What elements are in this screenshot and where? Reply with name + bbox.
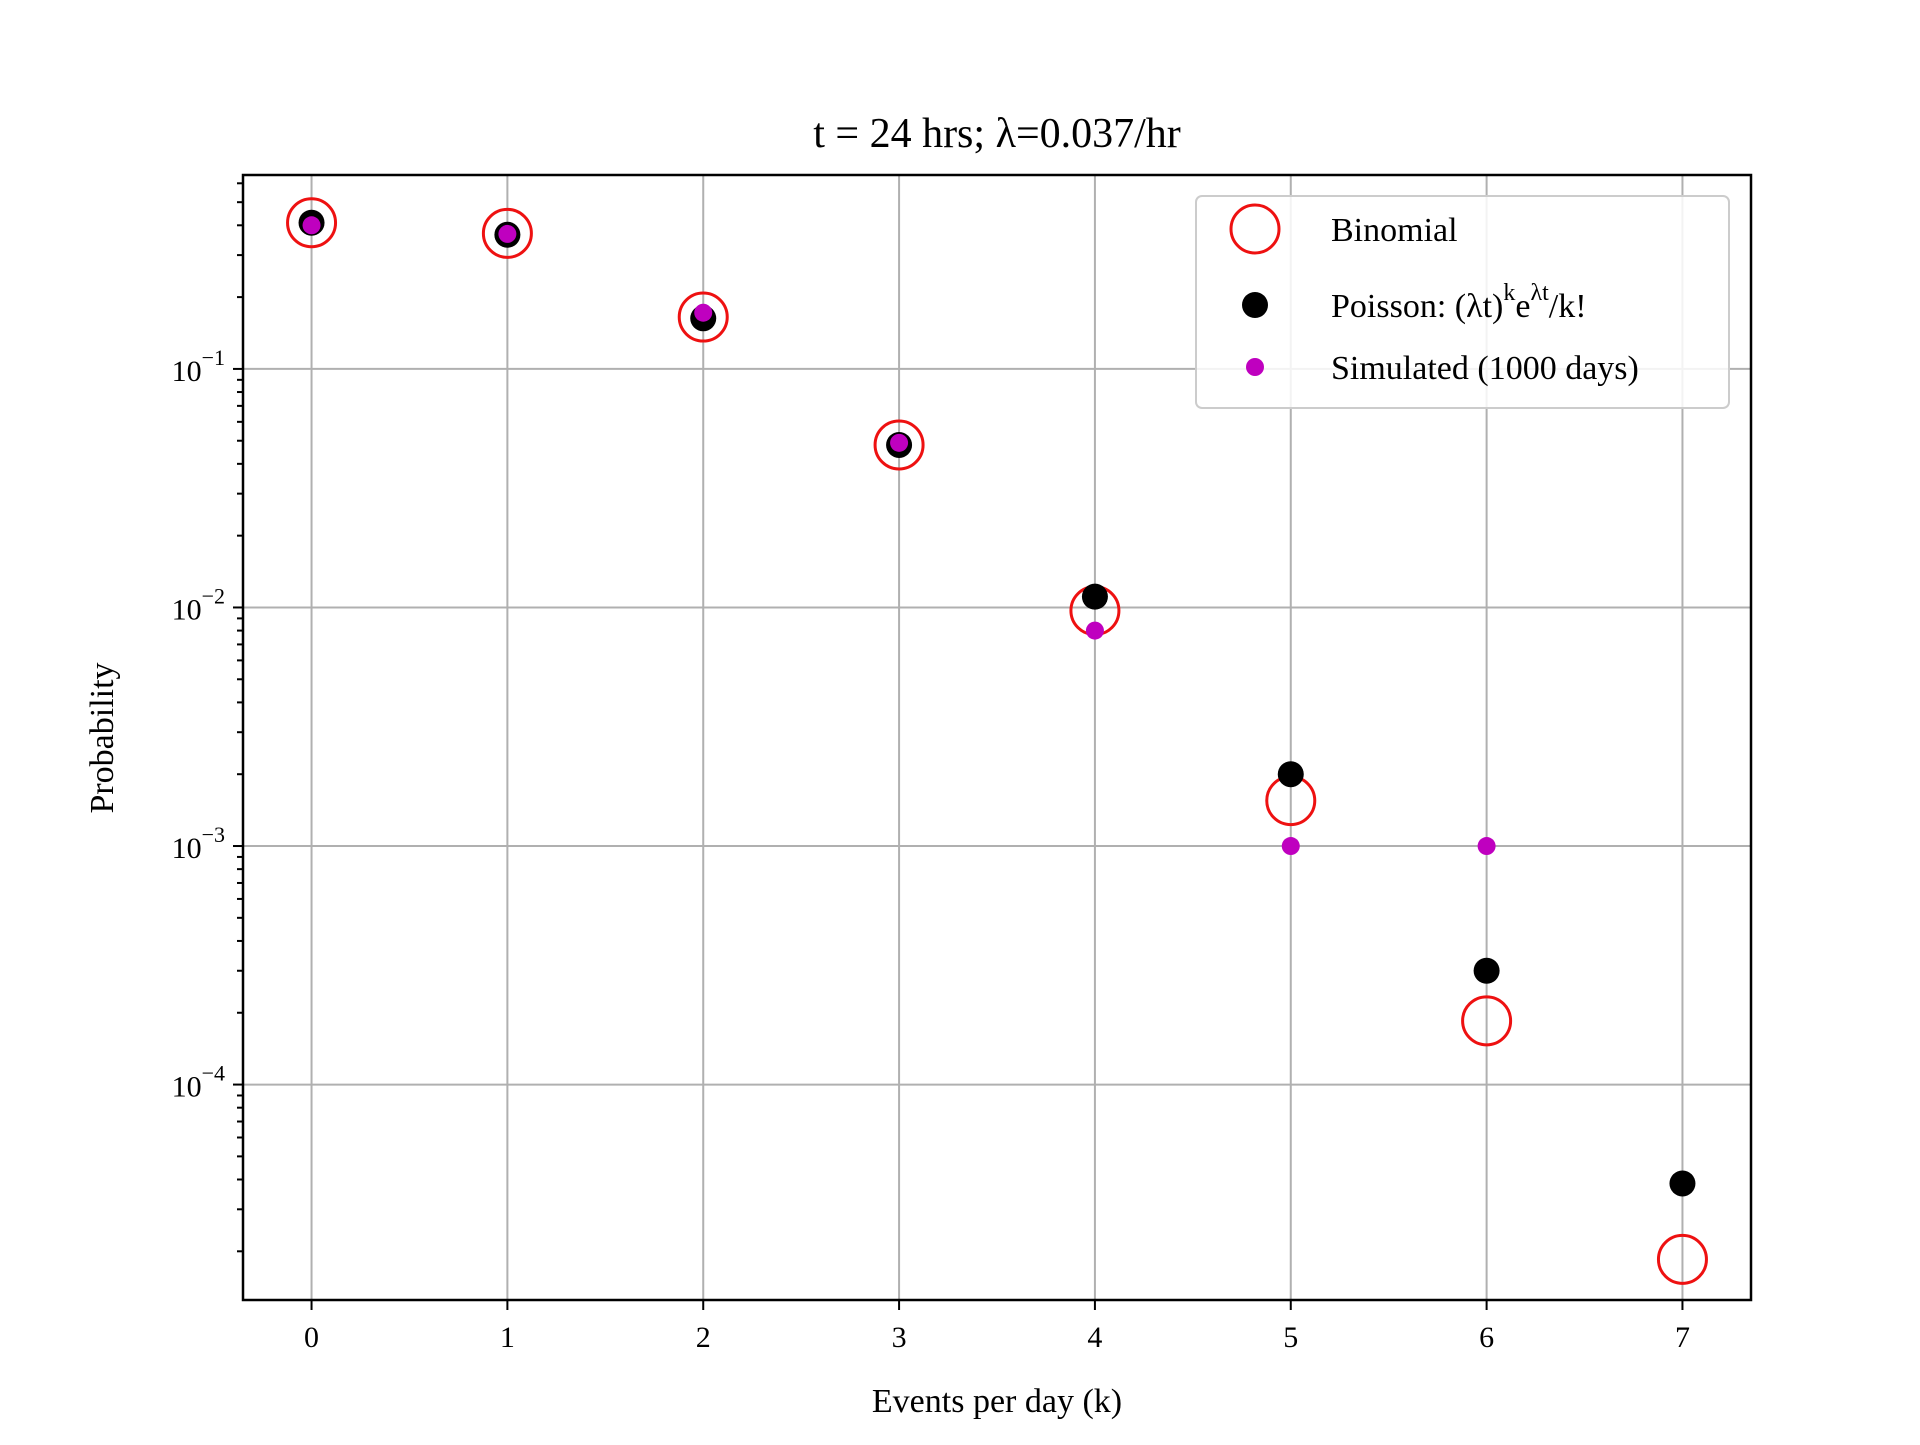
simulated-point (1281, 837, 1300, 856)
legend-label-simulated: Simulated (1000 days) (1331, 350, 1639, 387)
poisson-point (1081, 583, 1108, 610)
legend-marker-poisson (1242, 292, 1268, 318)
legend-poisson-suffix: /k! (1549, 288, 1587, 325)
y-tick-exponent: −4 (202, 1061, 225, 1086)
binomial-point (1656, 1233, 1708, 1285)
poisson-point (1277, 761, 1304, 788)
x-axis-label: Events per day (k) (872, 1383, 1122, 1420)
y-tick-label: 10−4 (172, 1061, 225, 1104)
legend-marker-binomial (1229, 203, 1281, 255)
binomial-point (286, 197, 338, 249)
legend-label-poisson: Poisson: (λt)keλt/k! (1331, 280, 1587, 325)
y-tick-base: 10 (172, 1071, 202, 1104)
y-tick-exponent: −2 (202, 583, 225, 608)
simulated-point (694, 303, 713, 322)
simulated-point (302, 216, 321, 235)
y-tick-exponent: −1 (202, 345, 225, 370)
x-tick-label: 1 (500, 1321, 515, 1354)
y-tick-base: 10 (172, 832, 202, 865)
y-tick-exponent: −3 (202, 822, 225, 847)
legend-label-binomial: Binomial (1331, 212, 1458, 249)
y-tick-base: 10 (172, 355, 202, 388)
binomial-point (677, 291, 729, 343)
legend-poisson-e: e (1515, 288, 1530, 325)
binomial-point (481, 207, 533, 259)
x-tick-label: 0 (304, 1321, 319, 1354)
poisson-point (1473, 957, 1500, 984)
x-tick-label: 6 (1479, 1321, 1494, 1354)
legend-poisson-prefix: Poisson: (λt) (1331, 288, 1503, 325)
legend-poisson-sup-k: k (1503, 280, 1515, 306)
y-tick-label: 10−1 (172, 345, 225, 388)
x-tick-label: 4 (1087, 1321, 1102, 1354)
simulated-point (890, 433, 909, 452)
y-tick-label: 10−2 (172, 583, 225, 626)
binomial-point (873, 419, 925, 471)
x-tick-label: 3 (892, 1321, 907, 1354)
poisson-point (1669, 1170, 1696, 1197)
chart-title: t = 24 hrs; λ=0.037/hr (813, 111, 1181, 157)
axis-ticks: 0 1 2 3 4 5 6 710−110−210−310−4 (172, 182, 1690, 1354)
legend-marker-simulated (1246, 358, 1264, 376)
x-tick-label: 7 (1675, 1321, 1690, 1354)
plot-frame (241, 173, 1753, 1302)
legend-poisson-sup-lt: λt (1530, 280, 1549, 306)
x-tick-label: 5 (1283, 1321, 1298, 1354)
legend-box (1195, 195, 1730, 409)
y-tick-label: 10−3 (172, 822, 225, 865)
x-tick-label: 2 (696, 1321, 711, 1354)
y-tick-base: 10 (172, 593, 202, 626)
y-axis-label: Probability (84, 662, 121, 813)
binomial-point (1461, 995, 1513, 1047)
legend: Binomial Poisson: (λt)keλt/k! Simulated … (1195, 195, 1730, 409)
simulated-point (1477, 837, 1496, 856)
simulated-point (1085, 621, 1104, 640)
simulated-point (498, 224, 517, 243)
data-marks (286, 197, 1708, 1285)
